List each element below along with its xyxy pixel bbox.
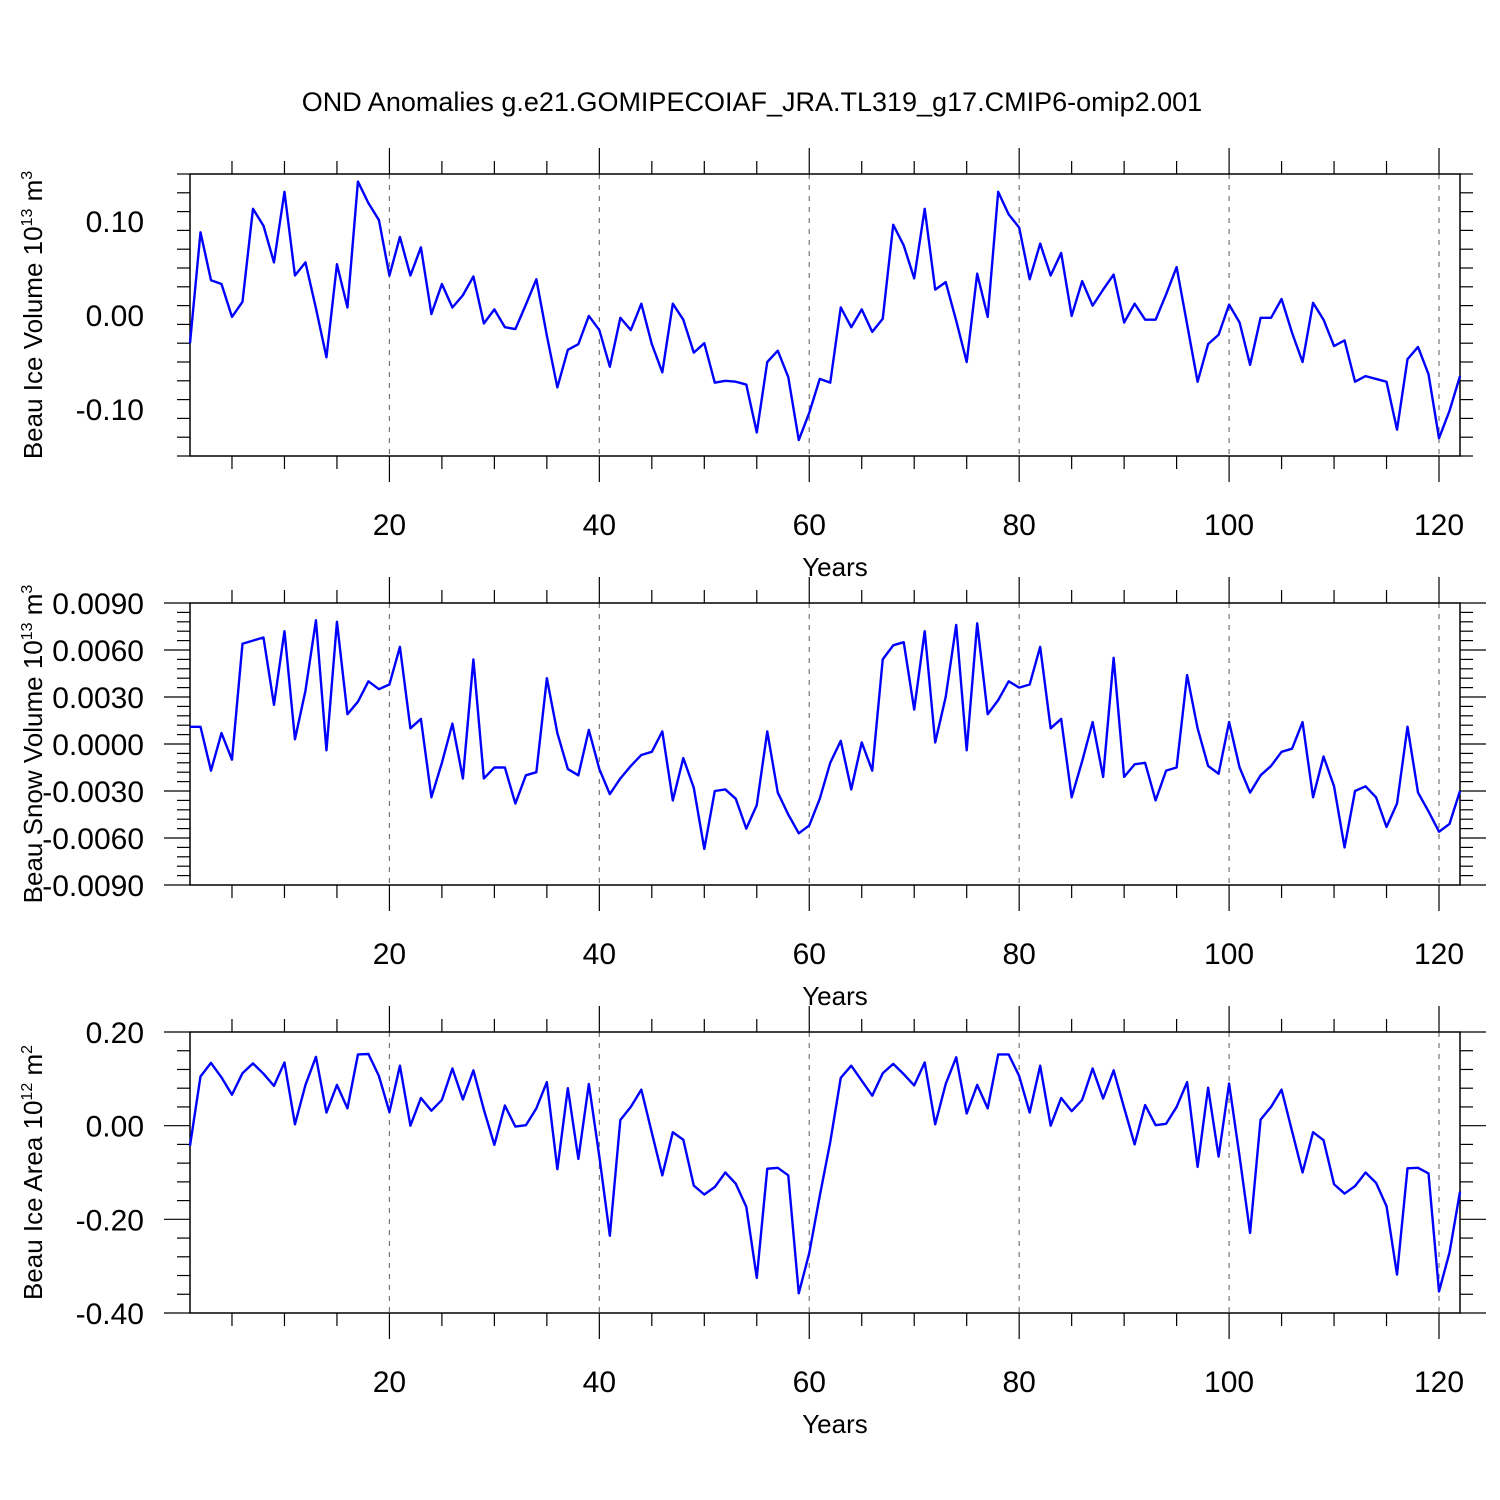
x-tick-label: 40: [583, 1366, 616, 1399]
series-line-1: [188, 180, 1462, 442]
x-tick-label: 60: [793, 938, 826, 971]
y-tick-label: 0.0030: [52, 682, 144, 715]
x-tick-label: 40: [583, 509, 616, 542]
x-tick-label: 120: [1414, 509, 1464, 542]
x-tick-label: 60: [793, 509, 826, 542]
x-tick-label: 120: [1414, 1366, 1464, 1399]
y-tick-label: -0.0090: [42, 870, 144, 903]
chart-panel-3: 20 40 60 80 100 120 0.20 0.00 -0.20 -0.40 Years Bea…: [18, 1006, 1486, 1439]
x-tick-label: 80: [1002, 938, 1035, 971]
y-tick-label: -0.10: [76, 394, 144, 427]
x-tick-label: 20: [373, 938, 406, 971]
x-axis-title: Years: [802, 552, 868, 582]
x-tick-label: 40: [583, 938, 616, 971]
y-tick-label: 0.10: [86, 206, 144, 239]
x-axis-title: Years: [802, 981, 868, 1011]
y-tick-label: 0.00: [86, 1111, 144, 1144]
y-tick-label: -0.40: [76, 1298, 144, 1331]
y-axis-title: Beau Snow Volume 1013 m3: [18, 585, 48, 904]
series-line-1: [188, 1052, 1462, 1295]
x-tick-label: 120: [1414, 938, 1464, 971]
plot-frame: [189, 1031, 1461, 1314]
y-tick-label: -0.0060: [42, 823, 144, 856]
x-tick-label: 100: [1204, 509, 1254, 542]
figure-title: OND Anomalies g.e21.GOMIPECOIAF_JRA.TL31…: [302, 87, 1202, 117]
chart-panel-2: 20 40 60 80 100 120 0.0090 0.0060 0.0030 0.0000 -0…: [18, 577, 1486, 1011]
y-axis-title: Beau Ice Volume 1013 m3: [18, 171, 48, 459]
chart-panel-1: 20 40 60 80 100 120 0.10 0.00 -0.10 Years Beau Ice…: [18, 148, 1473, 582]
x-tick-label: 20: [373, 509, 406, 542]
plot-frame: [189, 173, 1461, 457]
y-tick-label: 0.20: [86, 1017, 144, 1050]
x-tick-label: 100: [1204, 938, 1254, 971]
x-tick-label: 80: [1002, 1366, 1035, 1399]
y-tick-label: 0.0000: [52, 729, 144, 762]
x-tick-label: 20: [373, 1366, 406, 1399]
series-line-1: [190, 619, 1462, 851]
x-tick-label: 100: [1204, 1366, 1254, 1399]
x-tick-label: 60: [793, 1366, 826, 1399]
y-tick-label: 0.0060: [52, 635, 144, 668]
x-axis-title: Years: [802, 1409, 868, 1439]
y-tick-label: -0.20: [76, 1204, 144, 1237]
panels-container: 20 40 60 80 100 120 0.10 0.00 -0.10 Years Beau Ice…: [18, 148, 1486, 1439]
y-axis-title: Beau Ice Area 1012 m2: [18, 1045, 48, 1300]
y-tick-label: 0.0090: [52, 588, 144, 621]
y-tick-label: 0.00: [86, 300, 144, 333]
y-tick-label: -0.0030: [42, 776, 144, 809]
x-tick-label: 80: [1002, 509, 1035, 542]
